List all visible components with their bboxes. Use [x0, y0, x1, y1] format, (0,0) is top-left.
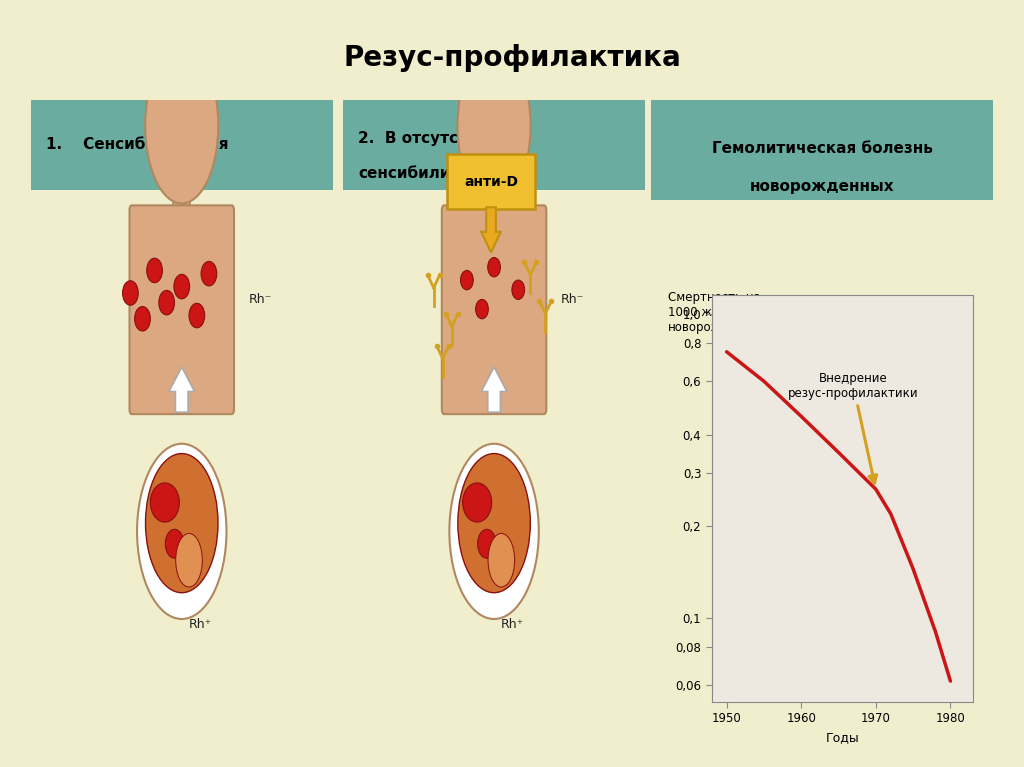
Ellipse shape	[189, 303, 205, 328]
Bar	[651, 100, 993, 199]
Text: Резус-профилактика: Резус-профилактика	[343, 44, 681, 71]
Circle shape	[458, 48, 530, 203]
Ellipse shape	[201, 262, 217, 286]
Ellipse shape	[134, 307, 151, 331]
Text: Смертность на
1000 живых
новорожденных: Смертность на 1000 живых новорожденных	[669, 291, 770, 334]
FancyArrow shape	[481, 207, 501, 252]
Ellipse shape	[488, 533, 515, 587]
Bar	[173, 133, 190, 218]
Circle shape	[145, 48, 218, 203]
FancyBboxPatch shape	[447, 154, 535, 209]
Ellipse shape	[137, 444, 226, 619]
Ellipse shape	[151, 483, 179, 522]
Ellipse shape	[450, 444, 539, 619]
Text: Внедрение
резус-профилактики: Внедрение резус-профилактики	[788, 372, 919, 483]
Bar	[31, 100, 333, 190]
Ellipse shape	[123, 281, 138, 305]
Text: Rh⁺: Rh⁺	[501, 618, 524, 631]
Text: новорожденных: новорожденных	[750, 179, 895, 194]
Text: Rh⁻: Rh⁻	[249, 293, 272, 306]
Ellipse shape	[476, 299, 488, 319]
Ellipse shape	[146, 258, 163, 283]
X-axis label: Годы: Годы	[825, 731, 859, 744]
Text: анти-D: анти-D	[464, 175, 518, 189]
Ellipse shape	[487, 258, 501, 277]
Ellipse shape	[145, 453, 218, 593]
FancyBboxPatch shape	[441, 206, 547, 414]
Ellipse shape	[477, 529, 496, 558]
Text: Гемолитическая болезнь: Гемолитическая болезнь	[712, 140, 933, 156]
FancyBboxPatch shape	[129, 206, 234, 414]
Ellipse shape	[176, 533, 203, 587]
FancyArrow shape	[481, 367, 507, 412]
Ellipse shape	[174, 275, 189, 299]
Ellipse shape	[461, 271, 473, 290]
Bar	[485, 133, 503, 218]
Ellipse shape	[512, 280, 524, 299]
Text: Rh⁺: Rh⁺	[188, 618, 212, 631]
Ellipse shape	[463, 483, 492, 522]
Text: Rh⁻: Rh⁻	[561, 293, 585, 306]
Text: сенсибилизации: сенсибилизации	[358, 166, 502, 181]
FancyArrow shape	[169, 367, 195, 412]
Ellipse shape	[458, 453, 530, 593]
Text: 2.  В отсутствие: 2. В отсутствие	[358, 131, 498, 146]
Ellipse shape	[159, 291, 174, 315]
Ellipse shape	[165, 529, 183, 558]
Text: 1.    Сенсибилизация: 1. Сенсибилизация	[46, 137, 228, 153]
Bar	[343, 100, 645, 190]
